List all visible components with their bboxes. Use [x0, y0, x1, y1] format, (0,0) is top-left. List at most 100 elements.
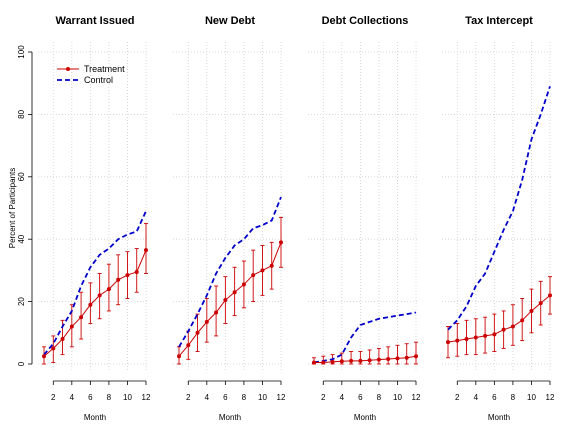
x-tick-label: 6: [223, 393, 228, 402]
data-point-treatment: [260, 268, 265, 273]
data-point-treatment: [232, 290, 237, 295]
x-axis-label: Month: [84, 413, 106, 422]
data-point-treatment: [455, 338, 460, 343]
data-point-treatment: [386, 357, 391, 362]
data-point-treatment: [241, 282, 246, 287]
x-tick-label: 4: [340, 393, 345, 402]
y-tick-label: 100: [17, 45, 26, 59]
x-tick-label: 12: [142, 393, 151, 402]
data-point-treatment: [223, 298, 228, 303]
series-line-treatment: [447, 294, 551, 343]
x-axis-label: Month: [354, 413, 376, 422]
data-point-treatment: [51, 346, 56, 351]
series-line-control: [178, 196, 282, 348]
data-point-treatment: [42, 354, 46, 359]
x-tick-label: 4: [474, 393, 479, 402]
x-tick-label: 4: [205, 393, 210, 402]
data-point-treatment: [195, 330, 200, 335]
data-point-treatment: [144, 248, 148, 253]
data-point-treatment: [177, 354, 181, 359]
panel-title: Warrant Issued: [55, 15, 134, 27]
panel-debt-collections: Debt Collections 2 4 6 8 10 12 Month: [308, 15, 421, 422]
x-tick-label: 2: [321, 393, 326, 402]
data-point-treatment: [473, 335, 478, 340]
data-point-treatment: [214, 310, 219, 315]
data-point-treatment: [204, 319, 209, 324]
data-point-treatment: [446, 340, 450, 345]
legend-marker-treatment: [66, 67, 70, 71]
data-point-treatment: [79, 315, 84, 320]
y-tick-label: 20: [17, 297, 26, 306]
data-point-treatment: [358, 358, 363, 363]
x-tick-label: 12: [277, 393, 286, 402]
data-point-treatment: [269, 263, 274, 268]
data-point-treatment: [251, 273, 256, 278]
panel-title: Debt Collections: [322, 15, 409, 27]
x-tick-label: 12: [412, 393, 421, 402]
x-tick-label: 8: [107, 393, 112, 402]
x-tick-label: 10: [527, 393, 536, 402]
data-point-treatment: [510, 324, 515, 329]
x-tick-label: 2: [51, 393, 56, 402]
y-tick-label: 60: [17, 172, 26, 181]
data-point-treatment: [97, 293, 102, 298]
legend-label-treatment: Treatment: [84, 64, 125, 74]
data-point-treatment: [106, 287, 111, 292]
x-tick-label: 2: [455, 393, 460, 402]
panel-title: New Debt: [205, 15, 255, 27]
y-axis-label: Percent of Participants: [8, 168, 17, 248]
x-tick-label: 10: [123, 393, 132, 402]
data-point-treatment: [279, 240, 283, 245]
data-point-treatment: [483, 333, 488, 338]
data-point-treatment: [538, 301, 543, 306]
y-tick-label: 80: [17, 109, 26, 118]
data-point-treatment: [349, 358, 354, 363]
series-line-treatment: [314, 355, 417, 363]
data-point-treatment: [60, 337, 65, 342]
data-point-treatment: [404, 355, 409, 360]
data-point-treatment: [414, 354, 418, 359]
x-tick-label: 12: [546, 393, 555, 402]
x-axis-label: Month: [488, 413, 510, 422]
panels: Warrant Issued 2 4 6 8 10 12 Month 0 20 40 60 80 100 T…: [17, 15, 555, 422]
legend-label-control: Control: [84, 75, 113, 85]
data-point-treatment: [376, 357, 381, 362]
panel-tax-intercept: Tax Intercept 2 4 6 8 10 12 Month: [442, 15, 555, 422]
x-tick-label: 2: [186, 393, 191, 402]
x-tick-label: 6: [492, 393, 497, 402]
data-point-treatment: [367, 358, 372, 363]
series-line-control: [313, 311, 417, 364]
x-tick-label: 8: [377, 393, 382, 402]
x-tick-label: 8: [242, 393, 247, 402]
data-point-treatment: [464, 337, 469, 342]
data-point-treatment: [312, 360, 316, 365]
data-point-treatment: [116, 277, 121, 282]
x-tick-label: 10: [393, 393, 402, 402]
data-point-treatment: [548, 293, 552, 298]
data-point-treatment: [330, 359, 335, 364]
data-point-treatment: [321, 360, 326, 365]
x-axis-label: Month: [219, 413, 241, 422]
data-point-treatment: [501, 327, 506, 332]
data-point-treatment: [492, 332, 497, 337]
data-point-treatment: [69, 324, 74, 329]
x-tick-label: 8: [511, 393, 516, 402]
panel-title: Tax Intercept: [465, 15, 533, 27]
x-tick-label: 6: [88, 393, 93, 402]
series-line-treatment: [43, 249, 147, 357]
series-line-control: [43, 210, 147, 356]
panel-warrant-issued: Warrant Issued 2 4 6 8 10 12 Month 0 20 40 60 80 100 T…: [17, 15, 151, 422]
data-point-treatment: [134, 269, 139, 274]
data-point-treatment: [125, 273, 130, 278]
data-point-treatment: [520, 318, 525, 323]
data-point-treatment: [529, 308, 534, 313]
x-tick-label: 10: [258, 393, 267, 402]
series-line-control: [447, 86, 551, 331]
x-tick-label: 6: [358, 393, 363, 402]
panel-new-debt: New Debt 2 4 6 8 10 12 Month: [173, 15, 286, 422]
y-tick-label: 40: [17, 234, 26, 243]
data-point-treatment: [186, 343, 191, 348]
data-point-treatment: [88, 302, 93, 307]
